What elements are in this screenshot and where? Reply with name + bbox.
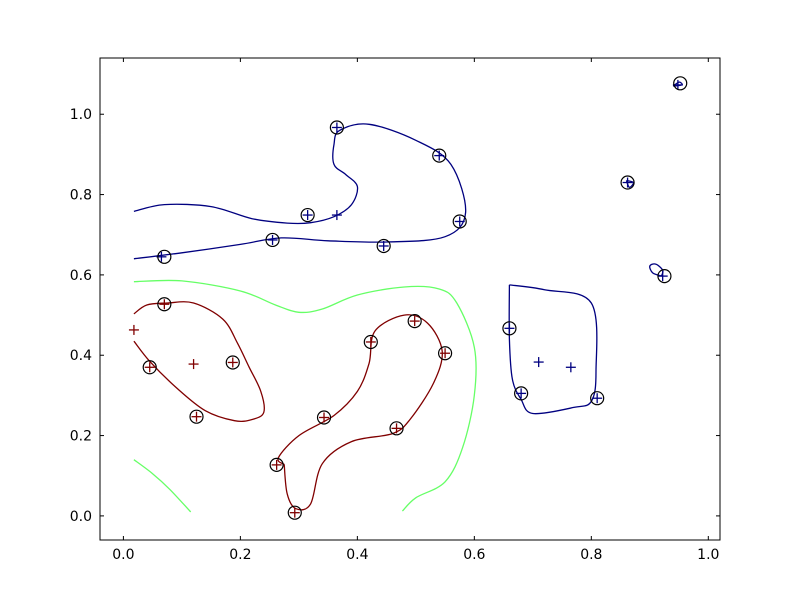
contour-zero-1 <box>133 459 192 513</box>
y-tick-label: 0.8 <box>70 188 92 204</box>
support-vector-23 <box>437 346 453 361</box>
point-positive-13 <box>622 177 633 188</box>
support-vector-7 <box>502 321 517 336</box>
x-tick-label: 0.2 <box>229 547 251 563</box>
y-tick-label: 0.2 <box>70 429 92 445</box>
contour-positive-3 <box>649 263 664 277</box>
support-vector-19 <box>316 410 332 425</box>
contour-negative-1 <box>277 314 443 511</box>
x-tick-label: 1.0 <box>697 547 719 563</box>
x-tick-label: 0.0 <box>112 547 134 563</box>
support-vector-15 <box>189 409 204 424</box>
support-vector-5 <box>432 148 447 163</box>
x-tick-label: 0.8 <box>580 547 602 563</box>
support-vector-11 <box>657 269 672 284</box>
support-vector-13 <box>142 360 157 375</box>
point-positive-15 <box>672 79 683 90</box>
contour-negative-0 <box>133 301 265 422</box>
point-positive-7 <box>454 216 465 227</box>
support-vector-8 <box>514 386 529 401</box>
y-tick-label: 1.0 <box>70 107 92 123</box>
point-negative-12 <box>440 348 451 359</box>
point-negative-11 <box>409 316 420 327</box>
support-vector-12 <box>673 76 688 91</box>
point-positive-1 <box>267 234 278 245</box>
x-tick-label: 0.6 <box>463 547 485 563</box>
point-positive-4 <box>331 122 342 133</box>
point-positive-14 <box>657 271 668 282</box>
point-negative-10 <box>391 423 402 434</box>
point-negative-9 <box>365 336 376 347</box>
plot-frame <box>99 57 721 541</box>
data-points <box>128 79 683 518</box>
point-positive-6 <box>434 150 445 161</box>
point-negative-4 <box>191 411 202 422</box>
support-vectors <box>142 76 688 520</box>
point-negative-7 <box>289 507 300 518</box>
point-positive-9 <box>516 388 527 399</box>
contour-positive-0 <box>133 123 467 260</box>
support-vector-14 <box>157 297 172 312</box>
support-vector-22 <box>407 313 422 329</box>
point-negative-5 <box>227 357 238 368</box>
point-positive-3 <box>331 210 342 221</box>
support-vector-1 <box>265 232 280 248</box>
x-axis-ticks: 0.0 0.2 0.4 0.6 0.8 1.0 <box>112 58 719 563</box>
support-vector-0 <box>157 249 172 264</box>
point-positive-5 <box>378 240 389 251</box>
point-negative-1 <box>144 362 155 373</box>
support-vector-3 <box>329 120 344 135</box>
point-positive-8 <box>504 323 515 334</box>
support-vector-16 <box>225 355 240 370</box>
support-vector-21 <box>389 421 404 436</box>
x-tick-label: 0.4 <box>346 547 368 563</box>
point-positive-12 <box>592 393 603 404</box>
y-tick-label: 0.0 <box>70 509 92 525</box>
point-positive-10 <box>533 357 544 368</box>
y-tick-label: 0.4 <box>70 348 92 364</box>
point-negative-2 <box>159 299 170 310</box>
y-tick-label: 0.6 <box>70 268 92 284</box>
support-vector-18 <box>287 505 302 520</box>
point-positive-2 <box>302 210 313 221</box>
support-vector-2 <box>300 207 315 223</box>
support-vector-6 <box>452 214 467 229</box>
support-vector-9 <box>590 391 605 406</box>
support-vector-20 <box>363 334 378 350</box>
point-negative-6 <box>271 459 282 470</box>
contour-positive-1 <box>508 284 598 415</box>
point-positive-11 <box>565 362 576 373</box>
point-negative-3 <box>188 359 199 370</box>
point-negative-8 <box>319 412 330 423</box>
contour-zero-0 <box>133 279 477 512</box>
support-vector-10 <box>620 175 635 190</box>
support-vector-17 <box>269 457 284 472</box>
y-axis-ticks: 0.0 0.2 0.4 0.6 0.8 1.0 <box>70 107 720 525</box>
point-negative-0 <box>128 324 139 335</box>
support-vector-4 <box>376 238 391 254</box>
